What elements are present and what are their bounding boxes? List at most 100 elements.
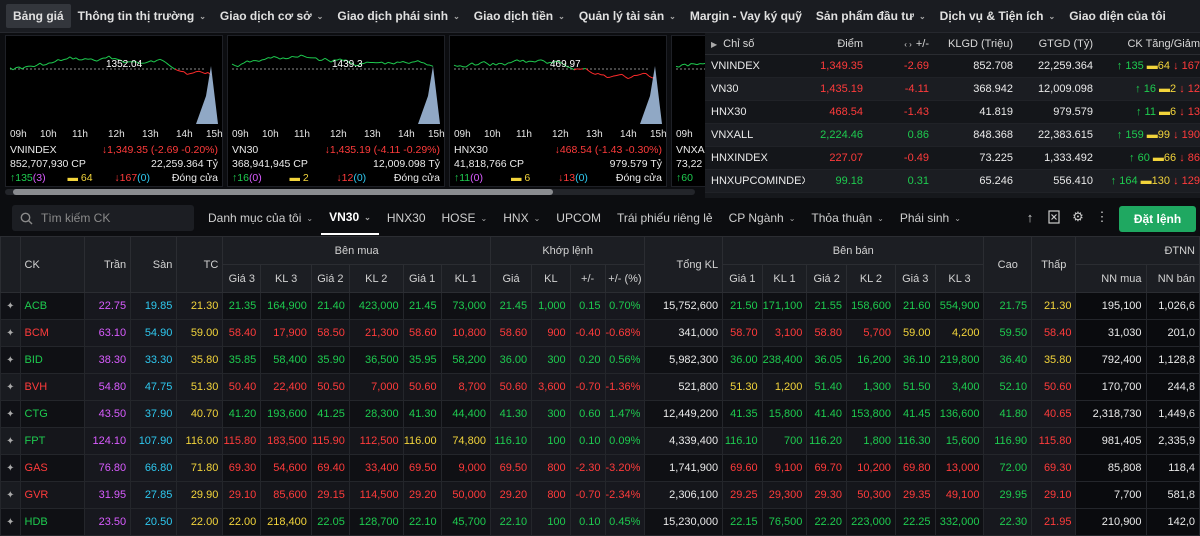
pin-icon[interactable]: ✦ [1,293,21,320]
pin-icon[interactable]: ✦ [1,320,21,347]
nav-item-0[interactable]: Bảng giá [6,4,71,28]
tab-6[interactable]: Trái phiếu riêng lẻ [609,201,721,235]
unchanged-count: 2 [303,172,309,184]
upload-icon[interactable]: ↑ [1020,207,1040,227]
time-label: 10h [40,129,57,140]
stock-symbol[interactable]: GVR [20,482,84,509]
stock-symbol[interactable]: GAS [20,455,84,482]
tab-8[interactable]: Thỏa thuận⌄ [803,201,891,235]
cell: 22.00 [177,509,223,536]
stock-symbol[interactable]: ACB [20,293,84,320]
search-input[interactable] [41,211,181,225]
charts-scrollbar-thumb[interactable] [13,189,553,195]
nav-item-9[interactable]: Giao diện của tôi [1062,0,1173,33]
time-label: 11h [516,129,532,140]
nav-item-4[interactable]: Giao dịch tiền⌄ [467,0,572,33]
play-icon: ▶ [711,40,717,49]
nav-item-label: Quản lý tài sản [579,9,664,23]
advancers: ↑ 60 [1129,152,1150,164]
stock-symbol[interactable]: BCM [20,320,84,347]
cell: -0.68% [605,320,645,347]
th-total-volume: Tổng KL [645,237,723,293]
index-col-name: ▶Chỉ số [705,38,805,50]
index-name: VN30 [705,83,805,95]
nav-item-3[interactable]: Giao dịch phái sinh⌄ [330,0,466,33]
cell: 153,800 [846,401,895,428]
index-breadth: ↑ 11 ▬6 ↓ 13 [1093,106,1200,118]
stock-symbol[interactable]: HDB [20,509,84,536]
pin-icon[interactable]: ✦ [1,509,21,536]
nav-item-label: Giao dịch cơ sở [220,9,312,23]
charts-scrollbar[interactable] [5,189,695,195]
decliners: ↓ 129 [1173,175,1200,187]
cell: 17,900 [261,320,312,347]
unchanged: ▬2 [1159,83,1176,95]
nav-item-6[interactable]: Margin - Vay ký quỹ [683,0,809,33]
search-box[interactable] [12,205,194,231]
chart-line-1: VNINDEX↓1,349.35 (-2.69 -0.20%) [10,144,218,156]
pin-icon[interactable]: ✦ [1,374,21,401]
tab-4[interactable]: HNX⌄ [495,201,548,235]
cell: 1,741,900 [645,455,723,482]
cell: 69.30 [223,455,261,482]
pin-icon[interactable]: ✦ [1,455,21,482]
pin-icon[interactable]: ✦ [1,482,21,509]
cell: 35.95 [403,347,441,374]
stock-symbol[interactable]: BVH [20,374,84,401]
nav-item-8[interactable]: Dịch vụ & Tiện ích⌄ [933,0,1063,33]
tab-5[interactable]: UPCOM [548,201,609,235]
cell: 51.40 [807,374,847,401]
time-label: 12h [552,129,569,140]
cell: 51.50 [895,374,935,401]
nav-item-7[interactable]: Sản phẩm đầu tư⌄ [809,0,933,33]
pin-icon[interactable]: ✦ [1,428,21,455]
cell: 69.40 [311,455,349,482]
advancers: ↑ 159 [1117,129,1144,141]
cell: 35.80 [177,347,223,374]
nav-item-5[interactable]: Quản lý tài sản ⌄ [572,0,683,33]
cell: 21.55 [807,293,847,320]
more-icon[interactable]: ⋮ [1092,207,1112,227]
excel-icon[interactable] [1044,207,1064,227]
pin-icon[interactable]: ✦ [1,401,21,428]
tab-3[interactable]: HOSE⌄ [434,201,496,235]
tab-1[interactable]: VN30⌄ [321,201,379,235]
cell: 116.20 [807,428,847,455]
nav-item-1[interactable]: Thông tin thị trường⌄ [71,0,213,33]
tab-9[interactable]: Phái sinh⌄ [892,201,969,235]
pin-icon[interactable]: ✦ [1,347,21,374]
tab-0[interactable]: Danh mục của tôi⌄ [200,201,321,235]
tab-7[interactable]: CP Ngành⌄ [721,201,804,235]
nav-item-2[interactable]: Giao dịch cơ sở⌄ [213,0,330,33]
stock-symbol[interactable]: BID [20,347,84,374]
tab-2[interactable]: HNX30 [379,201,434,235]
chevron-down-icon: ⌄ [669,12,676,21]
search-icon [20,212,33,225]
stock-symbol[interactable]: CTG [20,401,84,428]
gear-icon[interactable]: ⚙ [1068,207,1088,227]
cell: 554,900 [935,293,984,320]
cell: 1,000 [532,293,571,320]
stock-symbol[interactable]: FPT [20,428,84,455]
index-volume: 41.819 [929,106,1013,118]
place-order-button[interactable]: Đặt lệnh [1119,206,1196,232]
index-volume: 852,707,930 CP [10,158,86,170]
